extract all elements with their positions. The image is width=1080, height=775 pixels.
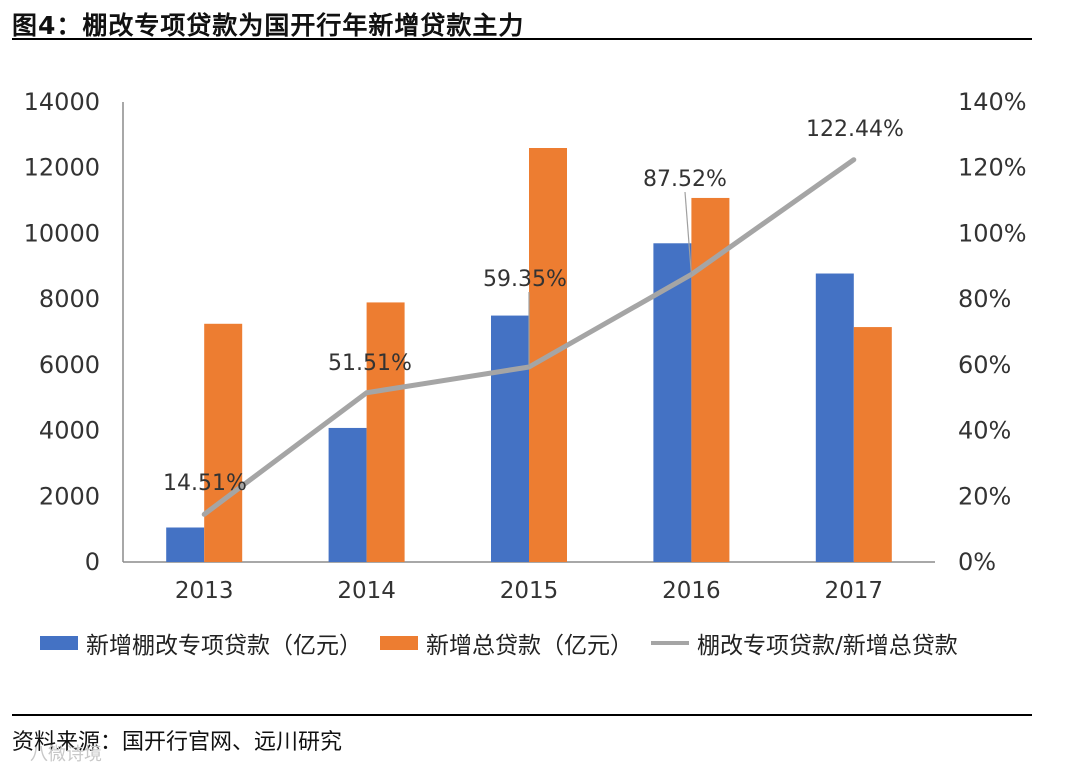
- legend-swatch-series-2: [380, 636, 418, 650]
- bar-total-loans-2017: [853, 327, 892, 562]
- x-tick-label: 2013: [175, 578, 234, 604]
- y-tick-label: 12000: [24, 154, 100, 182]
- legend-swatch-series-1: [40, 636, 78, 650]
- legend-item-series-1: 新增棚改专项贷款（亿元）: [40, 626, 362, 660]
- legend-item-series-2: 新增总贷款（亿元）: [380, 626, 633, 660]
- y2-tick-label: 0%: [958, 548, 996, 576]
- y-tick-label: 10000: [24, 219, 100, 247]
- footer-rule: [12, 714, 1032, 716]
- data-label-ratio-2015: 59.35%: [483, 267, 567, 292]
- bar-shantytown-loans-2016: [653, 243, 692, 563]
- figure-title: 图4：棚改专项贷款为国开行年新增贷款主力: [12, 11, 525, 40]
- data-label-ratio-2017: 122.44%: [806, 117, 904, 142]
- legend-label-series-2: 新增总贷款（亿元）: [426, 633, 633, 659]
- data-label-ratio-2013: 14.51%: [163, 471, 247, 496]
- y-tick-label: 2000: [39, 482, 100, 510]
- data-label-leader: [684, 191, 692, 275]
- y2-tick-label: 140%: [958, 88, 1027, 116]
- legend-item-series-3: 棚改专项贷款/新增总贷款: [651, 626, 958, 660]
- y-tick-label: 8000: [39, 285, 100, 313]
- bar-shantytown-loans-2013: [166, 527, 205, 562]
- legend-line-series-3: [651, 641, 689, 645]
- y-tick-label: 4000: [39, 417, 100, 445]
- bar-total-loans-2013: [204, 323, 243, 562]
- y2-tick-label: 60%: [958, 351, 1011, 379]
- bar-shantytown-loans-2017: [815, 273, 854, 562]
- bar-shantytown-loans-2015: [491, 315, 529, 562]
- y2-tick-label: 80%: [958, 285, 1011, 313]
- y-tick-label: 14000: [24, 88, 100, 116]
- data-label-ratio-2016: 87.52%: [643, 167, 727, 192]
- legend-label-series-3: 棚改专项贷款/新增总贷款: [697, 633, 958, 659]
- legend-label-series-1: 新增棚改专项贷款（亿元）: [86, 633, 362, 659]
- x-tick-label: 2016: [662, 578, 721, 604]
- source-note: 资料来源：国开行官网、远川研究: [12, 730, 343, 755]
- y2-tick-label: 40%: [958, 417, 1011, 445]
- y2-tick-label: 100%: [958, 219, 1027, 247]
- y-tick-label: 0: [85, 548, 100, 576]
- x-tick-label: 2014: [337, 578, 396, 604]
- x-tick-label: 2017: [825, 578, 884, 604]
- legend: 新增棚改专项贷款（亿元） 新增总贷款（亿元） 棚改专项贷款/新增总贷款: [40, 626, 976, 660]
- y2-tick-label: 120%: [958, 154, 1027, 182]
- x-tick-label: 2015: [500, 578, 559, 604]
- title-rule: [12, 38, 1032, 40]
- bar-shantytown-loans-2014: [328, 427, 367, 562]
- y2-tick-label: 20%: [958, 482, 1011, 510]
- watermark: 八微诗境: [30, 744, 102, 765]
- data-label-ratio-2014: 51.51%: [328, 351, 412, 376]
- chart-area: 0 2000 4000 6000 8000 10000 12000 14000 0% 20% 40%…: [24, 88, 1027, 604]
- bar-total-loans-2014: [366, 302, 405, 562]
- y-tick-label: 6000: [39, 351, 100, 379]
